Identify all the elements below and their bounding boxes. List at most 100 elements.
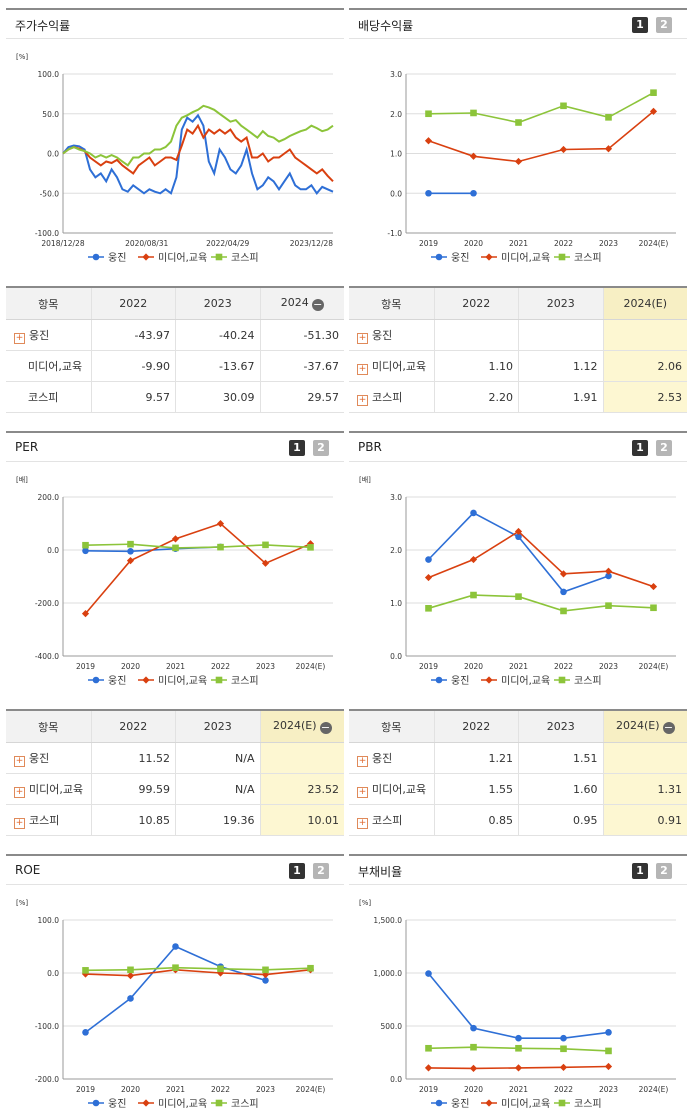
panel-title: ROE [15, 863, 41, 877]
collapse-icon[interactable]: − [662, 721, 675, 734]
data-point [470, 1043, 477, 1051]
data-point [469, 555, 478, 564]
value-cell: 10.85 [90, 804, 176, 836]
value-cell: 2.06 [602, 350, 687, 382]
y-tick-label: -200.0 [35, 599, 59, 608]
legend-label: 웅진 [108, 675, 126, 687]
x-tick-label: 2020 [121, 1085, 140, 1094]
x-tick-label: 2022 [211, 662, 230, 671]
view-1-button[interactable]: 1 [289, 440, 305, 456]
series-line-1 [428, 110, 655, 163]
table-row: + 웅진 1.21 1.51 [349, 742, 687, 774]
column-header-label: 2024(E) [272, 719, 317, 732]
column-header: 2022 [433, 709, 519, 743]
legend-marker [215, 1099, 223, 1107]
table-row: + 웅진 11.52 N/A [6, 742, 344, 774]
table-header-row: 항목 2022 2023 2024(E) [349, 286, 687, 320]
value-cell: 2.20 [433, 381, 519, 413]
dividend-yield-table: 항목 2022 2023 2024(E) + 웅진 + 미디어,교육 1.10 1.12 2.06 +… [349, 286, 687, 413]
x-tick-label: 2020/08/31 [125, 239, 168, 248]
y-tick-label: 0.0 [47, 150, 59, 159]
value-cell [433, 319, 519, 351]
y-tick-label: 0.0 [390, 1075, 402, 1084]
view-2-button[interactable]: 2 [656, 440, 672, 456]
column-header: 항목 [6, 709, 91, 743]
expand-icon[interactable]: + [14, 786, 25, 798]
value-cell: -40.24 [175, 319, 260, 351]
value-cell: 1.12 [518, 350, 603, 382]
collapse-icon[interactable]: − [319, 721, 332, 734]
data-point [425, 556, 432, 563]
dividend-yield-chart: 3.0 2.0 1.0 0.0 -1.0 2019 2020 2021 2022 2023 2024… [387, 70, 676, 264]
unit-label: [%] [359, 899, 371, 907]
panel-header: PER 1 2 [6, 431, 344, 462]
panel-title: 부채비율 [358, 865, 403, 879]
column-header-label: 2024(E) [615, 719, 660, 732]
data-point [127, 548, 134, 555]
x-tick-label: 2019 [419, 1085, 438, 1094]
data-point [261, 559, 270, 567]
y-tick-label: 1.0 [390, 599, 402, 608]
value-cell: 1.91 [518, 381, 603, 413]
row-label: 미디어,교육 [29, 782, 84, 796]
view-2-button[interactable]: 2 [656, 863, 672, 879]
y-tick-label: -100.0 [35, 229, 59, 238]
legend-label: 미디어,교육 [501, 1098, 550, 1110]
legend-marker [558, 253, 566, 261]
series-line-2 [428, 594, 654, 612]
collapse-icon[interactable]: − [311, 298, 324, 311]
expand-icon[interactable]: + [357, 755, 368, 767]
series-line-1 [428, 530, 654, 588]
legend-label: 웅진 [451, 252, 469, 264]
x-tick-label: 2024(E) [639, 662, 669, 671]
legend-marker [485, 1099, 493, 1107]
column-header: 2023 [518, 709, 603, 743]
expand-icon[interactable]: + [14, 332, 25, 344]
y-tick-label: -50.0 [40, 189, 60, 198]
expand-icon[interactable]: + [14, 817, 25, 829]
view-2-button[interactable]: 2 [656, 17, 672, 33]
data-point [515, 119, 522, 126]
expand-icon[interactable]: + [14, 755, 25, 767]
x-tick-label: 2021 [166, 662, 185, 671]
legend-marker [142, 1099, 150, 1107]
panel-title: PBR [358, 440, 382, 454]
view-1-button[interactable]: 1 [632, 17, 648, 33]
view-1-button[interactable]: 1 [289, 863, 305, 879]
row-label-cell: + 미디어,교육 [349, 350, 434, 382]
legend-marker [215, 676, 223, 684]
view-1-button[interactable]: 1 [632, 440, 648, 456]
row-label-cell: + 코스피 [349, 381, 434, 413]
y-tick-label: 1.0 [390, 150, 402, 159]
legend-marker [558, 1099, 566, 1107]
column-header: 항목 [6, 286, 91, 320]
panel-header: 부채비율 1 2 [349, 854, 687, 885]
dividend-yield-panel: 배당수익률 1 2 3.0 2.0 1.0 0.0 -1.0 2019 2020 2021 20… [349, 8, 687, 268]
row-label: 웅진 [29, 751, 50, 765]
view-1-button[interactable]: 1 [632, 863, 648, 879]
data-point [172, 964, 179, 971]
view-2-button[interactable]: 2 [313, 440, 329, 456]
x-tick-label: 2024(E) [639, 239, 669, 248]
unit-label: [배] [16, 475, 28, 484]
data-point [127, 966, 134, 974]
expand-icon[interactable]: + [357, 786, 368, 798]
x-tick-label: 2023 [599, 662, 618, 671]
table-row: + 코스피 10.85 19.36 10.01 [6, 804, 344, 836]
data-point [560, 1045, 567, 1053]
data-point [514, 157, 523, 166]
expand-icon[interactable]: + [357, 394, 368, 406]
value-cell: 11.52 [90, 742, 176, 774]
expand-icon[interactable]: + [357, 817, 368, 829]
x-tick-label: 2021 [509, 662, 528, 671]
expand-icon[interactable]: + [357, 332, 368, 344]
view-2-button[interactable]: 2 [313, 863, 329, 879]
expand-icon[interactable]: + [357, 363, 368, 375]
column-header-label: 2023 [546, 720, 575, 733]
value-cell: -37.67 [259, 350, 344, 382]
legend-label: 코스피 [574, 1098, 602, 1110]
data-point [424, 573, 433, 582]
pbr-panel: PBR 1 2 [배] 3.0 2.0 1.0 0.0 2019 2020 2021 2022 2… [349, 431, 687, 691]
data-point [172, 943, 179, 950]
column-header: 항목 [349, 709, 434, 743]
